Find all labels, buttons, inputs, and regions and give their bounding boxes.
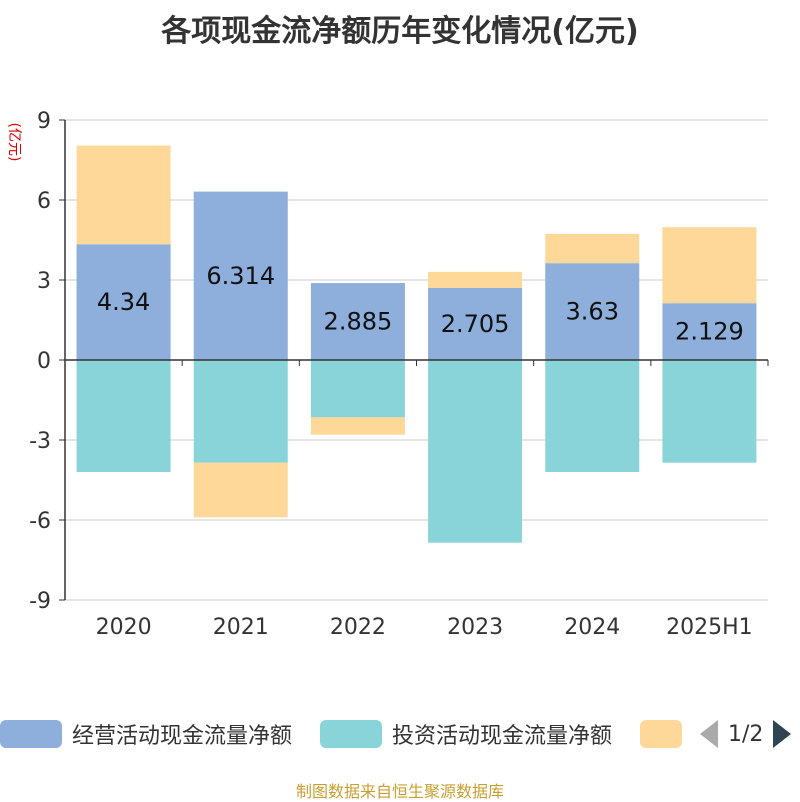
- bar-investing-2020: [76, 360, 171, 472]
- x-tick-label: 2025H1: [666, 615, 753, 640]
- bar-financing-2022: [310, 417, 405, 435]
- bar-operating-2025H1: [662, 303, 757, 360]
- data-label-2025H1: 2.129: [675, 318, 744, 346]
- data-label-2024: 3.63: [566, 298, 619, 326]
- y-tick-label: -6: [29, 509, 51, 534]
- bar-investing-2021: [193, 360, 288, 463]
- bar-financing-2020: [76, 145, 171, 245]
- bar-operating-2021: [193, 191, 288, 360]
- legend-swatch-operating: [0, 720, 62, 748]
- y-tick-label: 9: [37, 109, 51, 134]
- data-label-2020: 4.34: [97, 288, 150, 316]
- legend-pager: 1/2: [700, 716, 792, 752]
- legend-label-investing: 投资活动现金流量净额: [392, 724, 613, 749]
- bar-financing-2023: [428, 271, 523, 288]
- next-page-icon[interactable]: [773, 720, 792, 748]
- bar-operating-2020: [76, 244, 171, 360]
- y-tick-label: 0: [37, 349, 51, 374]
- bar-financing-2024: [545, 233, 640, 264]
- y-tick-label: 6: [37, 189, 51, 214]
- legend-swatch-investing: [320, 720, 382, 748]
- bar-operating-2022: [310, 283, 405, 360]
- legend-item-operating[interactable]: 经营活动现金流量净额: [0, 716, 292, 752]
- y-tick-label: -9: [29, 589, 51, 614]
- bar-financing-2021: [193, 462, 288, 518]
- previous-page-icon[interactable]: [700, 720, 718, 748]
- bar-operating-2023: [428, 287, 523, 360]
- chart-title: 各项现金流净额历年变化情况(亿元): [161, 14, 639, 49]
- data-label-2023: 2.705: [441, 310, 510, 338]
- data-label-2021: 6.314: [206, 262, 275, 290]
- bar-investing-2022: [310, 360, 405, 418]
- bar-investing-2025H1: [662, 360, 757, 463]
- y-tick-label: -3: [29, 429, 51, 454]
- legend-page-indicator: 1/2: [728, 721, 764, 747]
- y-tick-label: 3: [37, 269, 51, 294]
- x-tick-label: 2024: [564, 615, 620, 640]
- legend-item-investing[interactable]: 投资活动现金流量净额: [320, 716, 612, 752]
- bar-financing-2025H1: [662, 227, 757, 304]
- y-axis-label: (亿元): [6, 123, 22, 162]
- x-tick-label: 2023: [447, 615, 503, 640]
- bar-operating-2024: [545, 263, 640, 360]
- x-tick-label: 2020: [96, 615, 152, 640]
- legend-item-financing[interactable]: [640, 716, 692, 752]
- legend-swatch-financing: [640, 720, 682, 748]
- bar-investing-2023: [428, 360, 523, 543]
- data-label-2022: 2.885: [324, 308, 393, 336]
- cash-flow-chart: -9 -6 -3 0 3 6 9 (亿元) 4.34 6.314 2.885 2.705 3.63 2.1…: [6, 109, 769, 640]
- data-source-note: 制图数据来自恒生聚源数据库: [295, 782, 504, 801]
- legend[interactable]: 经营活动现金流量净额 投资活动现金流量净额 1/2: [0, 716, 800, 756]
- x-tick-label: 2021: [213, 615, 269, 640]
- bar-investing-2024: [545, 360, 640, 472]
- legend-label-operating: 经营活动现金流量净额: [72, 724, 293, 749]
- x-tick-label: 2022: [330, 615, 386, 640]
